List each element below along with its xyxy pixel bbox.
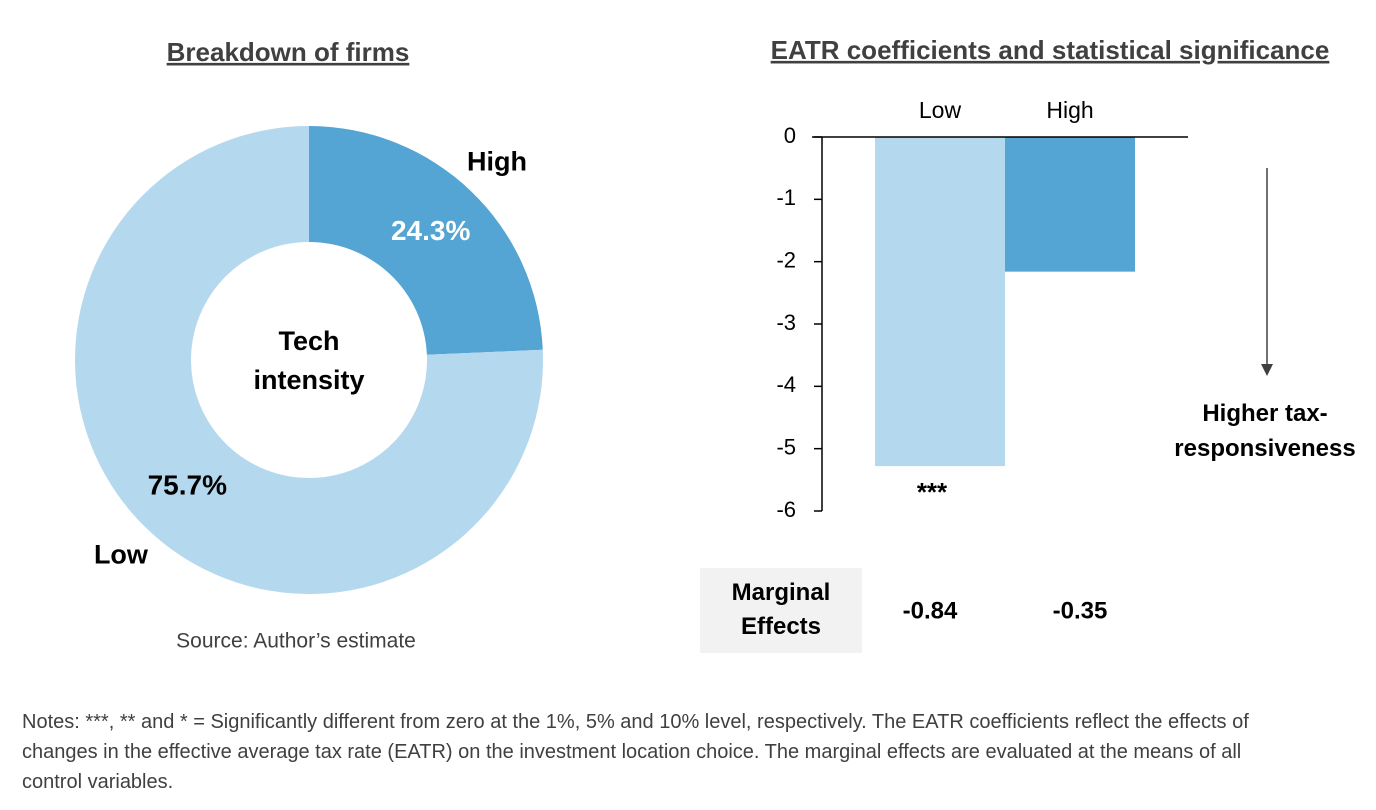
arrow-head — [1261, 364, 1273, 376]
center-label: Tech intensity — [253, 326, 365, 395]
y-tick-label: -6 — [776, 497, 796, 522]
donut-slice — [309, 126, 543, 355]
bar-title: EATR coefficients and statistical signif… — [771, 35, 1330, 65]
donut-title: Breakdown of firms — [167, 37, 410, 67]
category-label: Low — [94, 540, 149, 570]
category-label: High — [467, 147, 527, 177]
y-tick-label: -2 — [776, 247, 796, 272]
significance: *** — [917, 477, 948, 507]
value-label: 75.7% — [148, 470, 227, 501]
table-label-box — [700, 568, 862, 653]
y-tick-label: -1 — [776, 185, 796, 210]
marginal-effect: -0.35 — [1053, 597, 1108, 624]
bar — [875, 137, 1005, 467]
source: Source: Author’s estimate — [176, 630, 416, 653]
y-tick-label: -5 — [776, 434, 796, 459]
x-tick-label: High — [1046, 97, 1093, 123]
y-tick-label: 0 — [784, 123, 796, 148]
marginal-effect: -0.84 — [903, 597, 958, 624]
donut-slice — [74, 126, 543, 595]
table-label: Marginal Effects — [731, 579, 831, 640]
x-tick-label: Low — [919, 97, 962, 123]
value-label: 24.3% — [391, 215, 470, 246]
y-tick-label: -4 — [776, 372, 796, 397]
bar — [1005, 137, 1135, 272]
y-tick-label: -3 — [776, 310, 796, 335]
notes: Notes: ***, ** and * = Significantly dif… — [22, 711, 1249, 793]
annotation: Higher tax-responsiveness — [1174, 400, 1356, 462]
